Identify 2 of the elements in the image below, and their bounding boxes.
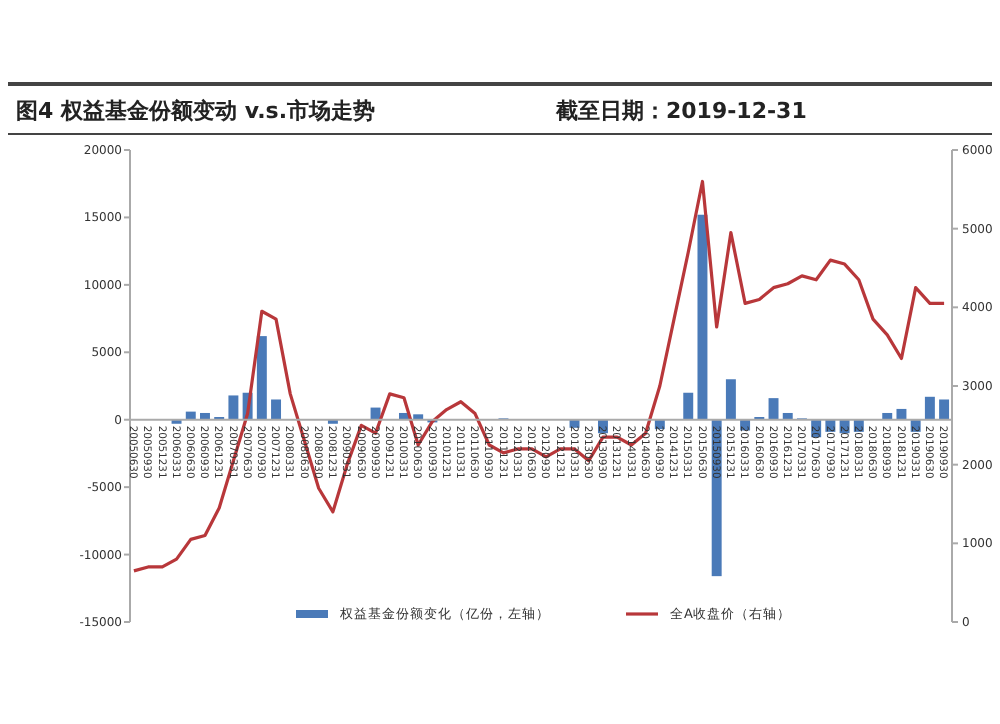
chart-subtitle: 截至日期：2019-12-31 — [554, 98, 807, 124]
chart-title: 图4 权益基金份额变动 v.s.市场走势 — [16, 98, 375, 124]
